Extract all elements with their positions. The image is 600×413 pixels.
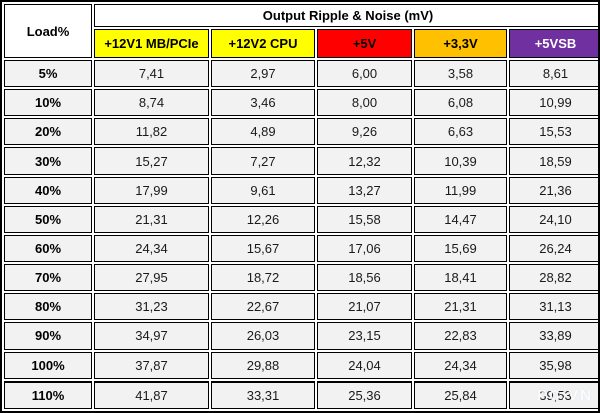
value-cell: 28,82 [509, 264, 598, 292]
table-row: 100% 37,87 29,88 24,04 24,34 35,98 [4, 351, 598, 379]
table-row: 5% 7,41 2,97 6,00 3,58 8,61 [4, 60, 598, 88]
value-cell: 12,26 [211, 205, 315, 233]
value-cell: 17,06 [317, 234, 412, 263]
value-cell: 22,67 [211, 293, 315, 321]
value-cell: 21,31 [94, 205, 209, 233]
table-body: 5% 7,41 2,97 6,00 3,58 8,61 10% 8,74 3,46 8,00 6,0… [4, 60, 598, 409]
value-cell: 8,61 [509, 60, 598, 88]
table-row: 70% 27,95 18,72 18,56 18,41 28,82 [4, 264, 598, 292]
table-row: 40% 17,99 9,61 13,27 11,99 21,36 [4, 176, 598, 204]
value-cell: 11,99 [414, 176, 507, 204]
value-cell: 15,58 [317, 205, 412, 233]
value-cell: 17,99 [94, 176, 209, 204]
header-row-title: Load% Output Ripple & Noise (mV) [4, 4, 598, 58]
value-cell: 22,83 [414, 322, 507, 350]
rail-header-12v2: +12V2 CPU [211, 29, 315, 58]
value-cell: 9,61 [211, 176, 315, 204]
value-cell: 3,58 [414, 60, 507, 88]
value-cell: 27,95 [94, 264, 209, 292]
value-cell: 25,36 [317, 380, 412, 409]
load-cell: 10% [4, 89, 92, 117]
load-cell: 60% [4, 234, 92, 263]
value-cell: 6,00 [317, 60, 412, 88]
rail-header-5v: +5V [317, 29, 412, 58]
value-cell: 23,15 [317, 322, 412, 350]
value-cell: 24,10 [509, 205, 598, 233]
value-cell: 8,00 [317, 89, 412, 117]
load-cell: 5% [4, 60, 92, 88]
value-cell: 12,32 [317, 147, 412, 175]
load-cell: 30% [4, 147, 92, 175]
value-cell: 21,31 [414, 293, 507, 321]
table-row: 50% 21,31 12,26 15,58 14,47 24,10 [4, 205, 598, 233]
table-row: 30% 15,27 7,27 12,32 10,39 18,59 [4, 147, 598, 175]
value-cell: 4,89 [211, 118, 315, 146]
value-cell: 29,88 [211, 351, 315, 379]
load-cell: 20% [4, 118, 92, 146]
value-cell: 6,08 [414, 89, 507, 117]
value-cell: 11,82 [94, 118, 209, 146]
table-title: Output Ripple & Noise (mV) [94, 4, 598, 27]
rail-header-12v1: +12V1 MB/PCIe [94, 29, 209, 58]
value-cell: 24,04 [317, 351, 412, 379]
value-cell: 10,99 [509, 89, 598, 117]
value-cell: 13,27 [317, 176, 412, 204]
value-cell: 10,39 [414, 147, 507, 175]
value-cell: 33,31 [211, 380, 315, 409]
value-cell: 18,59 [509, 147, 598, 175]
value-cell: 39,53 [509, 380, 598, 409]
value-cell: 15,67 [211, 234, 315, 263]
value-cell: 33,89 [509, 322, 598, 350]
table-row: 60% 24,34 15,67 17,06 15,69 26,24 [4, 234, 598, 263]
value-cell: 37,87 [94, 351, 209, 379]
value-cell: 21,36 [509, 176, 598, 204]
value-cell: 15,69 [414, 234, 507, 263]
header-row-rails: +12V1 MB/PCIe +12V2 CPU +5V +3,3V +5VSB [4, 29, 598, 58]
value-cell: 18,56 [317, 264, 412, 292]
value-cell: 21,07 [317, 293, 412, 321]
load-cell: 70% [4, 264, 92, 292]
value-cell: 26,24 [509, 234, 598, 263]
load-cell: 80% [4, 293, 92, 321]
table-row: 90% 34,97 26,03 23,15 22,83 33,89 [4, 322, 598, 350]
value-cell: 24,34 [94, 234, 209, 263]
value-cell: 7,27 [211, 147, 315, 175]
value-cell: 9,26 [317, 118, 412, 146]
value-cell: 8,74 [94, 89, 209, 117]
value-cell: 34,97 [94, 322, 209, 350]
table-row: 20% 11,82 4,89 9,26 6,63 15,53 [4, 118, 598, 146]
value-cell: 24,34 [414, 351, 507, 379]
value-cell: 3,46 [211, 89, 315, 117]
value-cell: 15,53 [509, 118, 598, 146]
load-cell: 110% [4, 380, 92, 409]
load-cell: 100% [4, 351, 92, 379]
load-header-cell: Load% [4, 4, 92, 58]
value-cell: 18,41 [414, 264, 507, 292]
value-cell: 15,27 [94, 147, 209, 175]
value-cell: 14,47 [414, 205, 507, 233]
load-cell: 50% [4, 205, 92, 233]
value-cell: 18,72 [211, 264, 315, 292]
value-cell: 6,63 [414, 118, 507, 146]
value-cell: 31,13 [509, 293, 598, 321]
value-cell: 26,03 [211, 322, 315, 350]
rail-header-3v3: +3,3V [414, 29, 507, 58]
rail-header-5vsb: +5VSB [509, 29, 598, 58]
table-row: 80% 31,23 22,67 21,07 21,31 31,13 [4, 293, 598, 321]
load-cell: 90% [4, 322, 92, 350]
value-cell: 25,84 [414, 380, 507, 409]
table-row: 110% 41,87 33,31 25,36 25,84 39,53 [4, 380, 598, 409]
load-cell: 40% [4, 176, 92, 204]
table-row: 10% 8,74 3,46 8,00 6,08 10,99 [4, 89, 598, 117]
value-cell: 7,41 [94, 60, 209, 88]
value-cell: 2,97 [211, 60, 315, 88]
value-cell: 35,98 [509, 351, 598, 379]
value-cell: 41,87 [94, 380, 209, 409]
value-cell: 31,23 [94, 293, 209, 321]
